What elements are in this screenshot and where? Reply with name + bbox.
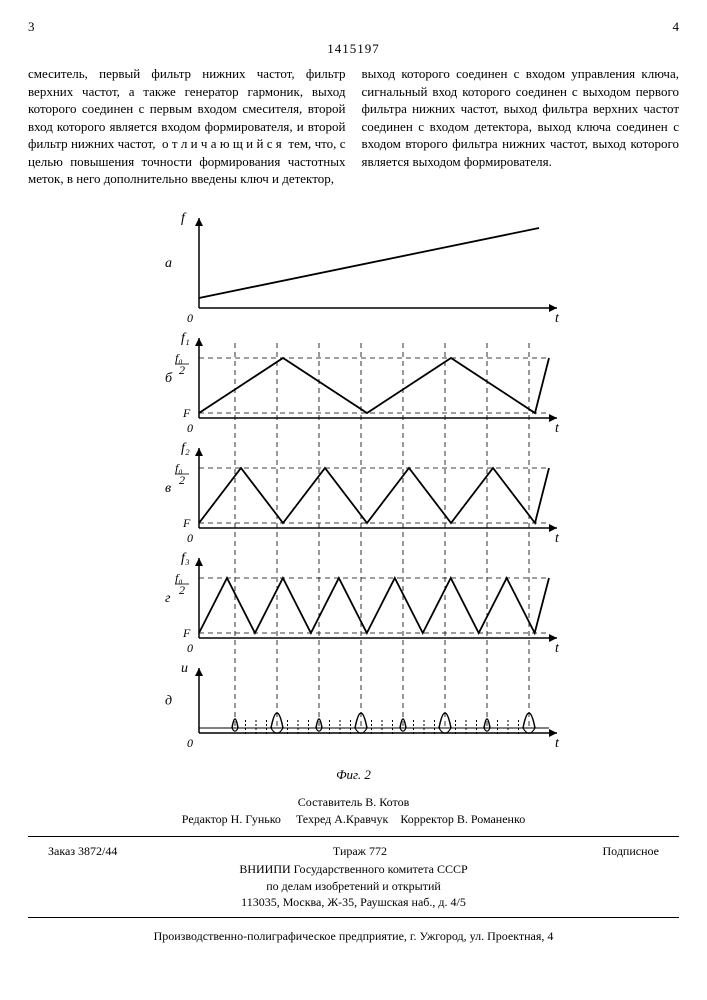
footer-org: ВНИИПИ Государственного комитета СССР по… [28,861,679,911]
org-line2: по делам изобретений и открытий [28,878,679,895]
svg-text:t: t [555,641,560,656]
techred: Техред А.Кравчук [296,812,388,826]
editor: Редактор Н. Гунько [182,812,281,826]
divider-2 [28,917,679,918]
circulation: Тираж 772 [333,843,387,859]
svg-text:u: u [181,661,188,676]
figure-2-caption: Фиг. 2 [28,766,679,784]
credits-block: Составитель В. Котов Редактор Н. Гунько … [28,794,679,828]
compiler-line: Составитель В. Котов [28,794,679,811]
org-line3: 113035, Москва, Ж-35, Раушская наб., д. … [28,894,679,911]
svg-text:f: f [181,211,187,226]
svg-text:F: F [182,626,191,640]
svg-text:f₃: f₃ [181,551,190,566]
subscription: Подписное [603,843,660,859]
figure-2-svg: fаt0f₁бt0f₀2Ff₂вt0f₀2Ff₃гt0f₀2Fuдt0 [139,198,569,758]
body-columns: смеситель, первый фильтр нижних час­тот,… [28,65,679,188]
svg-text:0: 0 [187,311,193,325]
column-left: смеситель, первый фильтр нижних час­тот,… [28,65,346,188]
svg-text:f₂: f₂ [181,441,190,456]
svg-text:г: г [165,591,171,606]
svg-text:а: а [165,256,172,271]
svg-text:0: 0 [187,421,193,435]
svg-text:д: д [165,693,172,708]
editor-line: Редактор Н. Гунько Техред А.Кравчук Корр… [28,811,679,828]
svg-text:2: 2 [179,363,185,377]
svg-text:F: F [182,516,191,530]
bottom-publisher: Производственно-полиграфическое предприя… [28,928,679,944]
page-numbers: 3 4 [28,18,679,36]
divider-1 [28,836,679,837]
svg-text:t: t [555,311,560,326]
page-no-right: 4 [673,18,680,36]
page-no-left: 3 [28,18,35,36]
svg-text:2: 2 [179,583,185,597]
svg-text:в: в [165,481,171,496]
order-no: Заказ 3872/44 [48,843,117,859]
svg-text:t: t [555,531,560,546]
svg-text:2: 2 [179,473,185,487]
svg-text:t: t [555,421,560,436]
svg-text:б: б [165,371,173,386]
svg-text:t: t [555,736,560,751]
corrector: Корректор В. Романенко [400,812,525,826]
org-line1: ВНИИПИ Государственного комитета СССР [28,861,679,878]
svg-text:0: 0 [187,531,193,545]
svg-text:F: F [182,406,191,420]
svg-text:f₁: f₁ [181,331,190,346]
footer-row: Заказ 3872/44 Тираж 772 Подписное [48,843,659,859]
figure-2: fаt0f₁бt0f₀2Ff₂вt0f₀2Ff₃гt0f₀2Fuдt0 [28,198,679,763]
svg-text:0: 0 [187,641,193,655]
svg-text:0: 0 [187,736,193,750]
column-right: выход которого соединен с входом уп­равл… [362,65,680,188]
document-number: 1415197 [28,40,679,58]
